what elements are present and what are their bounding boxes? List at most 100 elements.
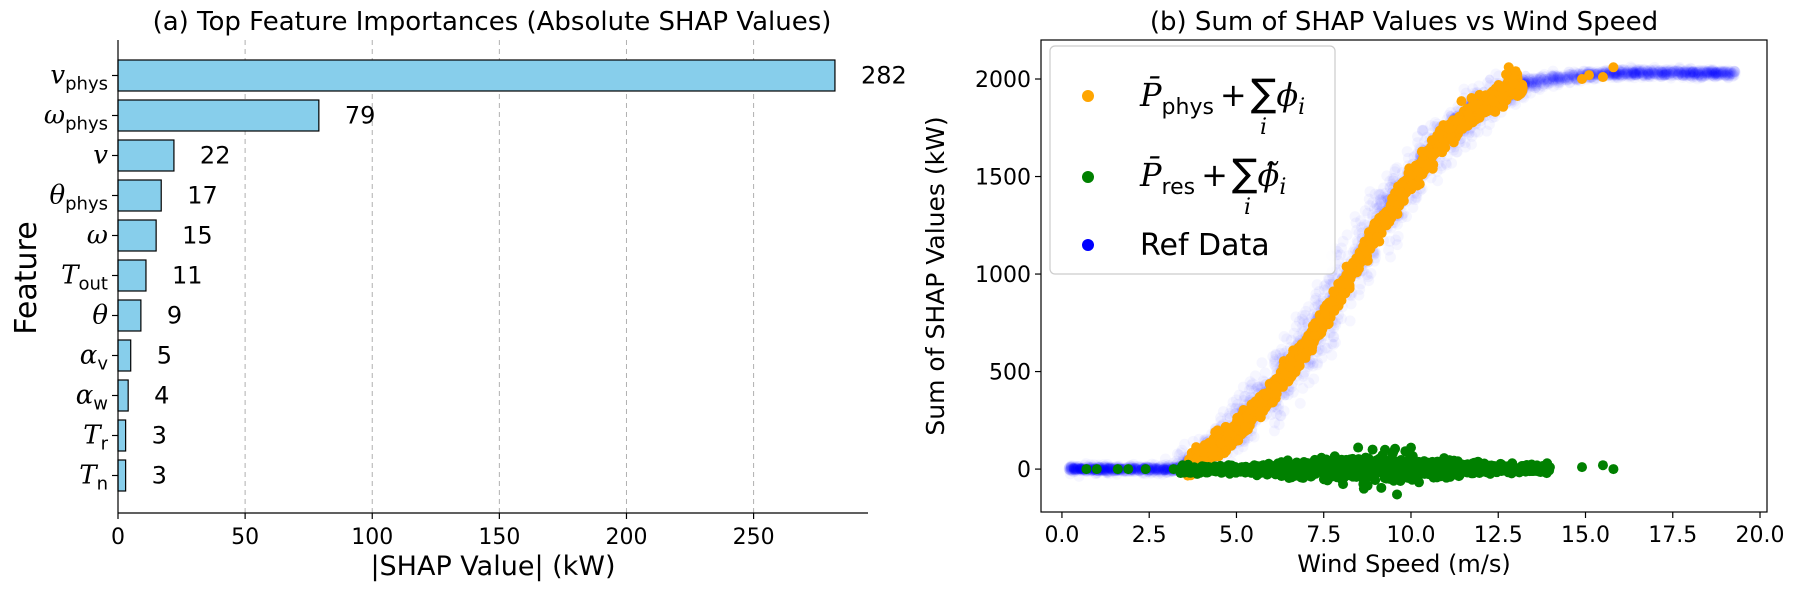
ref-point bbox=[1064, 465, 1075, 476]
bar-category-label: vphys bbox=[50, 61, 108, 95]
bar-category-label: Tn bbox=[79, 461, 108, 495]
ref-point bbox=[1131, 463, 1142, 474]
ref-point bbox=[1159, 464, 1170, 475]
bar-x-ticks: 0 50 100 150 200 250 bbox=[111, 513, 775, 550]
ref-point bbox=[1668, 69, 1679, 80]
ref-point bbox=[1100, 462, 1111, 473]
ref-point bbox=[1624, 68, 1635, 79]
bar bbox=[117, 379, 129, 412]
ref-point bbox=[1159, 463, 1170, 474]
ref-point bbox=[1353, 290, 1364, 301]
bar bbox=[117, 99, 320, 132]
phys-point bbox=[1343, 278, 1354, 289]
ref-point bbox=[1072, 464, 1083, 475]
bar-value-label: 17 bbox=[187, 182, 218, 210]
ref-point bbox=[1103, 462, 1114, 473]
bar-category-label: v bbox=[93, 141, 108, 171]
bar-chart: (a) Top Feature Importances (Absolute SH… bbox=[9, 7, 907, 582]
ref-point bbox=[1102, 464, 1113, 475]
ref-point bbox=[1100, 466, 1111, 477]
bar-category-label: Tout bbox=[61, 261, 108, 295]
ref-point bbox=[1101, 463, 1112, 474]
bar-chart-title: (a) Top Feature Importances (Absolute SH… bbox=[153, 7, 832, 37]
ref-point bbox=[1069, 463, 1080, 474]
ref-point bbox=[1640, 67, 1651, 78]
ref-point bbox=[1068, 463, 1079, 474]
ref-point bbox=[1280, 391, 1290, 401]
scatter-chart-title: (b) Sum of SHAP Values vs Wind Speed bbox=[1150, 7, 1658, 37]
ref-point bbox=[1215, 412, 1226, 423]
ref-point bbox=[1149, 463, 1160, 474]
ref-point bbox=[1521, 70, 1531, 80]
ref-point bbox=[1105, 464, 1116, 475]
ref-point bbox=[1256, 357, 1267, 368]
ref-point bbox=[1384, 236, 1395, 247]
ref-point bbox=[1725, 66, 1736, 77]
scatter-chart: (b) Sum of SHAP Values vs Wind Speed 0.0… bbox=[921, 7, 1785, 578]
ref-point bbox=[1407, 202, 1418, 213]
ref-point bbox=[1102, 463, 1113, 474]
ref-point bbox=[1069, 465, 1080, 476]
ref-point bbox=[1161, 464, 1172, 475]
bar-x-tick-label: 100 bbox=[351, 525, 393, 550]
ref-point bbox=[1148, 466, 1159, 477]
bar-category-label: θphys bbox=[49, 181, 108, 215]
ref-point bbox=[1150, 465, 1161, 476]
ref-point bbox=[1099, 464, 1110, 475]
ref-point bbox=[1101, 466, 1112, 477]
ref-point bbox=[1065, 463, 1076, 474]
bar-series bbox=[117, 59, 836, 492]
bar-value-label: 22 bbox=[200, 142, 231, 170]
bar-category-label: αv bbox=[80, 341, 109, 375]
ref-point bbox=[1068, 462, 1079, 473]
ref-point bbox=[1104, 463, 1115, 474]
ref-point bbox=[1099, 464, 1110, 475]
bar-x-tick-label: 200 bbox=[605, 525, 647, 550]
bar-value-label: 5 bbox=[157, 342, 172, 370]
ref-point bbox=[1072, 462, 1083, 473]
ref-point bbox=[1281, 333, 1292, 344]
bar bbox=[117, 139, 175, 172]
ref-point bbox=[1350, 211, 1361, 222]
ref-point bbox=[1103, 463, 1114, 474]
bar-value-label: 3 bbox=[152, 422, 167, 450]
bar-category-label: αw bbox=[76, 381, 108, 415]
bar-gridlines bbox=[244, 40, 755, 513]
ref-point bbox=[1485, 74, 1495, 84]
bar-value-label: 282 bbox=[861, 62, 907, 90]
bar-x-tick-label: 150 bbox=[478, 525, 520, 550]
ref-point bbox=[1154, 464, 1165, 475]
bar-y-axis-label: Feature bbox=[9, 221, 44, 334]
bar-value-label: 15 bbox=[182, 222, 213, 250]
ref-point bbox=[1656, 65, 1667, 76]
bar bbox=[117, 339, 132, 372]
ref-point bbox=[1392, 162, 1403, 173]
ref-point bbox=[1700, 65, 1711, 76]
ref-point bbox=[1070, 466, 1081, 477]
ref-point bbox=[1152, 464, 1163, 475]
ref-point bbox=[1328, 339, 1339, 350]
ref-point bbox=[1440, 158, 1451, 169]
bar-value-label: 3 bbox=[152, 462, 167, 490]
bar-value-label: 9 bbox=[167, 302, 182, 330]
bar bbox=[117, 459, 127, 492]
ref-point bbox=[1157, 464, 1168, 475]
ref-point bbox=[1271, 409, 1282, 420]
ref-point bbox=[1364, 194, 1375, 205]
bar-category-label: θ bbox=[92, 301, 108, 331]
bar-value-label: 11 bbox=[172, 262, 203, 290]
ref-point bbox=[1099, 465, 1110, 476]
ref-point bbox=[1530, 74, 1541, 85]
ref-point bbox=[1065, 461, 1076, 472]
ref-point bbox=[1068, 463, 1079, 474]
bar-x-tick-label: 0 bbox=[111, 525, 125, 550]
ref-point bbox=[1148, 463, 1159, 474]
ref-point bbox=[1068, 462, 1079, 473]
ref-point bbox=[1542, 74, 1553, 85]
ref-point bbox=[1481, 126, 1492, 137]
bar bbox=[117, 259, 147, 292]
bar-category-label: ωphys bbox=[44, 101, 108, 135]
